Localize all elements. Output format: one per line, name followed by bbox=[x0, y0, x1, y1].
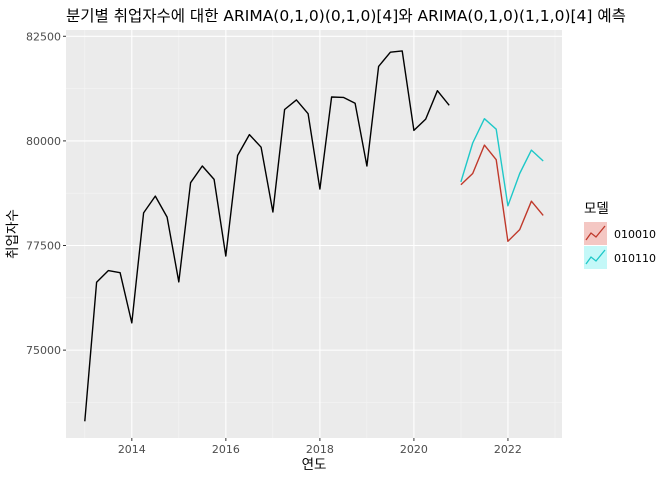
minor-gridlines bbox=[66, 30, 562, 438]
legend-key-box bbox=[584, 222, 607, 245]
forecast-series-line-010010 bbox=[460, 144, 544, 243]
y-tick-label: 77500 bbox=[26, 240, 61, 253]
x-axis: 2014 2016 2018 2020 2022 bbox=[118, 438, 522, 456]
y-tick-label: 80000 bbox=[26, 135, 61, 148]
y-tick-label: 82500 bbox=[26, 30, 61, 43]
x-tick-label: 2016 bbox=[212, 443, 240, 456]
legend: 모델 010010 010110 bbox=[584, 201, 656, 269]
y-axis: 75000 77500 80000 82500 bbox=[26, 30, 66, 357]
series-lines bbox=[84, 50, 544, 422]
x-axis-title: 연도 bbox=[302, 457, 327, 473]
legend-label: 010110 bbox=[614, 252, 656, 265]
plot-panel bbox=[66, 30, 562, 438]
x-tick-label: 2020 bbox=[400, 443, 428, 456]
x-tick-label: 2018 bbox=[306, 443, 334, 456]
legend-item-010110: 010110 bbox=[584, 246, 656, 269]
legend-key-line bbox=[585, 249, 606, 265]
x-tick-label: 2014 bbox=[118, 443, 146, 456]
x-tick-label: 2022 bbox=[494, 443, 522, 456]
chart-title: 분기별 취업자수에 대한 ARIMA(0,1,0)(0,1,0)[4]와 ARI… bbox=[66, 7, 626, 25]
y-axis-title: 취업자수 bbox=[5, 209, 21, 259]
major-gridlines bbox=[66, 30, 562, 438]
forecast-series-line-010110 bbox=[460, 117, 544, 207]
legend-key-line bbox=[585, 225, 606, 241]
legend-key-box bbox=[584, 246, 607, 269]
legend-title: 모델 bbox=[584, 201, 609, 217]
actual-series-line bbox=[84, 50, 450, 422]
legend-label: 010010 bbox=[614, 228, 656, 241]
legend-item-010010: 010010 bbox=[584, 222, 656, 245]
y-tick-label: 75000 bbox=[26, 344, 61, 357]
